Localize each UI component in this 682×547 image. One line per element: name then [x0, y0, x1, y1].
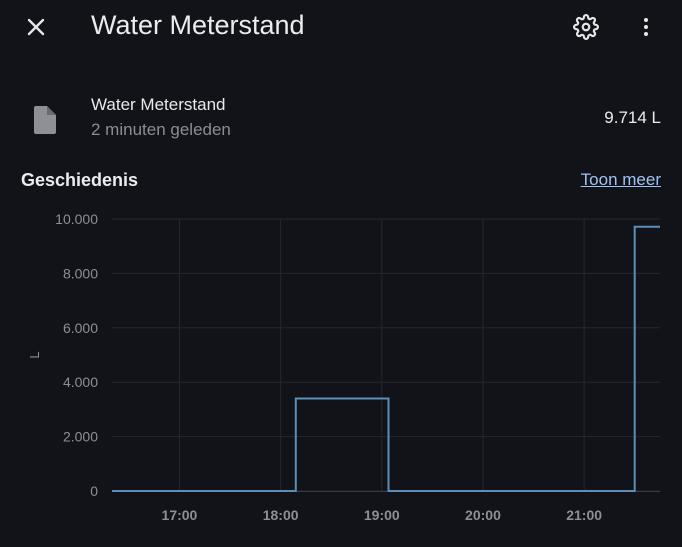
dialog-header: Water Meterstand	[0, 0, 682, 56]
close-icon	[27, 18, 45, 36]
y-tick-label: 6.000	[63, 320, 98, 336]
y-axis-label: L	[27, 351, 42, 358]
dialog-title: Water Meterstand	[91, 10, 305, 40]
y-tick-label: 4.000	[63, 374, 98, 390]
x-tick-label: 18:00	[263, 507, 299, 523]
entity-name: Water Meterstand	[91, 95, 226, 114]
x-tick-label: 21:00	[566, 507, 602, 523]
show-more-link[interactable]: Toon meer	[580, 170, 661, 189]
entity-last-changed: 2 minuten geleden	[91, 120, 231, 139]
x-tick-label: 17:00	[162, 507, 198, 523]
y-tick-label: 2.000	[63, 429, 98, 445]
entity-state-value: 9.714 L	[604, 108, 661, 127]
more-options-button[interactable]	[626, 7, 666, 47]
history-heading: Geschiedenis	[21, 170, 139, 190]
x-tick-label: 19:00	[364, 507, 400, 523]
file-icon	[34, 106, 56, 134]
y-tick-label: 10.000	[55, 211, 98, 227]
entity-row: Water Meterstand 2 minuten geleden 9.714…	[0, 86, 682, 148]
x-tick-label: 20:00	[465, 507, 501, 523]
history-chart: 0 2.000 4.000 6.000 8.000 10.000 17:00 18:00 19:…	[27, 211, 660, 523]
more-vertical-icon	[644, 18, 648, 36]
y-tick-label: 0	[90, 483, 98, 499]
y-tick-label: 8.000	[63, 265, 98, 281]
series-line	[112, 225, 660, 492]
settings-button[interactable]	[566, 7, 606, 47]
gear-icon	[573, 14, 599, 40]
close-button[interactable]	[16, 7, 56, 47]
